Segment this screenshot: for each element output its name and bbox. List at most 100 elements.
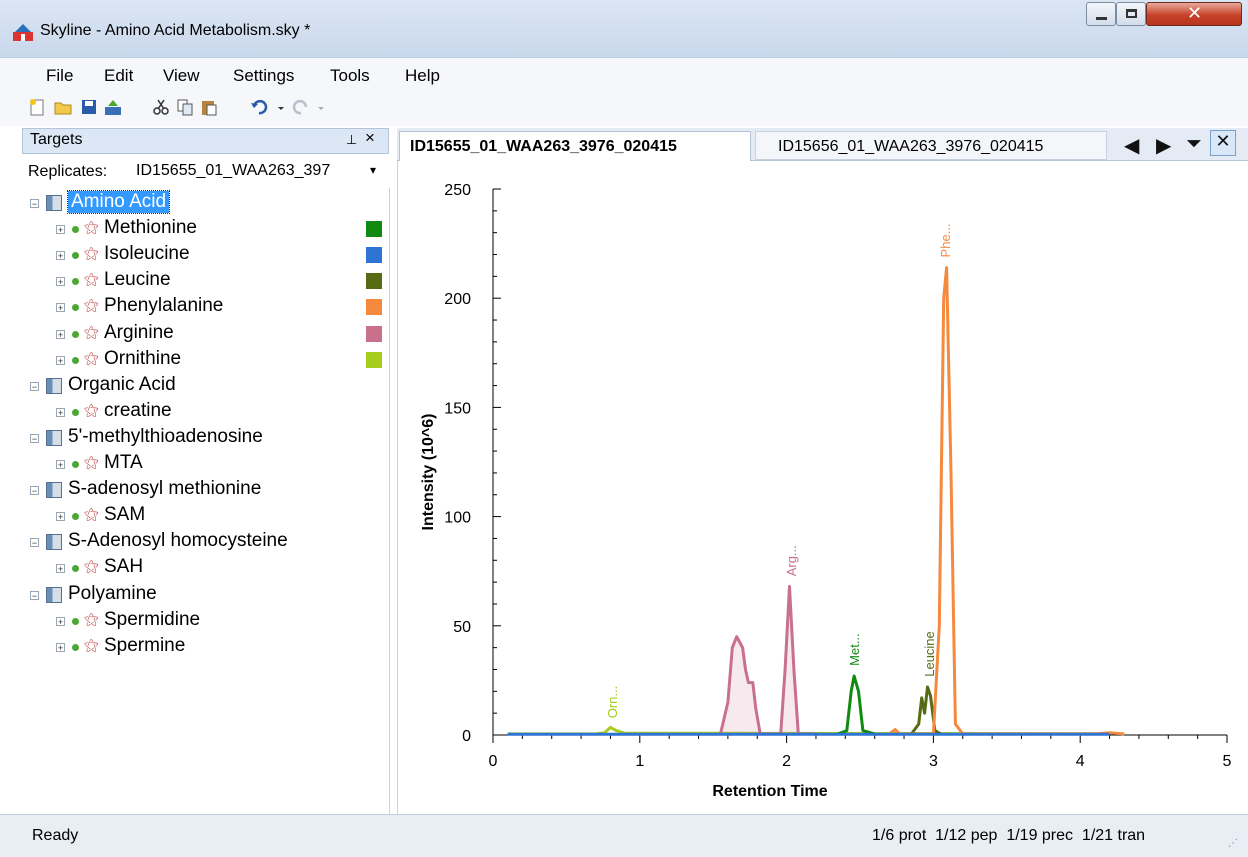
tree-molecule-node[interactable]: + ⚝ Phenylalanine xyxy=(22,294,382,320)
expand-icon[interactable]: + xyxy=(56,355,65,366)
menu-view[interactable]: View xyxy=(163,66,200,85)
expand-icon[interactable]: + xyxy=(56,407,65,418)
molecule-group-icon xyxy=(46,377,62,394)
molecule-icon: ⚝ xyxy=(84,558,99,576)
tree-molecule-node[interactable]: + ⚝ Arginine xyxy=(22,321,382,347)
chromatogram-chart: 0 50 100 150 200 250 0 1 2 3 4 5 Retention Time Inten… xyxy=(420,182,1232,800)
color-swatch xyxy=(366,273,382,290)
molecule-icon: ⚝ xyxy=(84,245,99,263)
redo-dropdown-icon xyxy=(316,98,326,116)
series-line xyxy=(837,674,876,736)
tree-group-node[interactable]: − Polyamine xyxy=(22,582,382,608)
menu-help[interactable]: Help xyxy=(405,66,440,85)
replicates-dropdown[interactable]: ID15655_01_WAA263_397 ▾ xyxy=(132,160,384,186)
pane-close-icon[interactable]: × xyxy=(365,128,375,147)
expand-icon[interactable]: + xyxy=(56,251,65,262)
expand-icon[interactable]: + xyxy=(56,512,65,523)
peak-label: Arg... xyxy=(784,545,799,576)
collapse-icon[interactable]: − xyxy=(30,199,39,209)
series-fill xyxy=(720,586,816,735)
expand-icon[interactable]: + xyxy=(56,564,65,575)
new-icon[interactable] xyxy=(28,98,46,116)
copy-icon[interactable] xyxy=(176,98,194,116)
tree-molecule-node[interactable]: + ⚝ SAM xyxy=(22,503,382,529)
y-tick-label: 50 xyxy=(453,619,471,636)
y-tick-label: 0 xyxy=(462,728,471,745)
tree-molecule-node[interactable]: + ⚝ Spermidine xyxy=(22,608,382,634)
close-button[interactable]: ✕ xyxy=(1146,2,1242,26)
expand-icon[interactable]: + xyxy=(56,616,65,627)
menu-edit[interactable]: Edit xyxy=(104,66,134,85)
tab-list-icon[interactable]: ⏷ xyxy=(1186,133,1202,155)
tree-node-label: SAH xyxy=(104,556,144,578)
tab-scroll-left-icon[interactable]: ◀ xyxy=(1124,135,1140,157)
menu-settings[interactable]: Settings xyxy=(233,66,295,85)
save-icon[interactable] xyxy=(80,98,98,116)
expand-icon[interactable]: + xyxy=(56,303,65,314)
tree-node-label: S-Adenosyl homocysteine xyxy=(68,530,288,552)
tree-node-label: SAM xyxy=(104,504,146,526)
tree-molecule-node[interactable]: + ⚝ creatine xyxy=(22,399,382,425)
tree-group-node[interactable]: − S-adenosyl methionine xyxy=(22,477,382,503)
menu-file[interactable]: File xyxy=(46,66,74,85)
expand-icon[interactable]: + xyxy=(56,460,65,470)
pin-icon[interactable]: ⊥ xyxy=(346,132,358,147)
maximize-button[interactable] xyxy=(1116,2,1146,26)
x-tick-label: 2 xyxy=(782,753,791,770)
collapse-icon[interactable]: − xyxy=(30,381,39,392)
status-dot-icon xyxy=(72,356,79,364)
status-counts: 1/6 prot 1/12 pep 1/19 prec 1/21 tran xyxy=(872,827,1146,844)
undo-icon[interactable] xyxy=(250,98,268,116)
molecule-icon: ⚝ xyxy=(84,454,99,471)
resize-grip-icon[interactable]: ⋰ xyxy=(1228,838,1238,849)
collapse-icon[interactable]: − xyxy=(30,590,39,601)
expand-icon[interactable]: + xyxy=(56,642,65,653)
status-dot-icon xyxy=(72,278,79,286)
cut-icon[interactable] xyxy=(152,98,170,116)
molecule-group-icon xyxy=(46,429,62,446)
tree-molecule-node[interactable]: + ⚝ Ornithine xyxy=(22,347,382,373)
status-dot-icon xyxy=(72,226,79,234)
chromatogram-graph[interactable]: 0 50 100 150 200 250 0 1 2 3 4 5 Retention Time Inten… xyxy=(397,161,1248,814)
tree-node-label: Ornithine xyxy=(104,347,182,369)
tree-node-label: Arginine xyxy=(104,321,174,343)
tab-replicate-2[interactable]: ID15656_01_WAA263_3976_020415 xyxy=(755,131,1107,160)
tree-molecule-node[interactable]: + ⚝ Spermine xyxy=(22,634,382,660)
tree-molecule-node[interactable]: + ⚝ Methionine xyxy=(22,216,382,242)
undo-dropdown-icon[interactable] xyxy=(276,98,286,116)
open-icon[interactable] xyxy=(54,98,72,116)
tree-group-node[interactable]: − Amino Acid xyxy=(22,190,382,216)
molecule-icon: ⚝ xyxy=(84,506,99,524)
tree-molecule-node[interactable]: + ⚝ MTA xyxy=(22,451,382,477)
close-graph-icon[interactable]: ✕ xyxy=(1210,130,1236,156)
tree-group-node[interactable]: − S-Adenosyl homocysteine xyxy=(22,529,382,555)
status-dot-icon xyxy=(72,565,79,573)
import-icon[interactable] xyxy=(104,98,122,116)
tab-replicate-1[interactable]: ID15655_01_WAA263_3976_020415 xyxy=(399,131,751,161)
expand-icon[interactable]: + xyxy=(56,277,65,288)
status-bar xyxy=(0,814,1248,857)
collapse-icon[interactable]: − xyxy=(30,433,39,444)
tree-node-label: Organic Acid xyxy=(68,373,176,395)
status-text: Ready xyxy=(32,827,79,844)
tree-molecule-node[interactable]: + ⚝ Isoleucine xyxy=(22,242,382,268)
tree-group-node[interactable]: − 5'-methylthioadenosine xyxy=(22,425,382,451)
tab-scroll-right-icon[interactable]: ▶ xyxy=(1156,135,1172,157)
collapse-icon[interactable]: − xyxy=(30,538,39,549)
tree-node-label: Amino Acid xyxy=(66,190,171,214)
expand-icon[interactable]: + xyxy=(56,329,65,340)
menu-tools[interactable]: Tools xyxy=(330,66,370,85)
tree-molecule-node[interactable]: + ⚝ Leucine xyxy=(22,268,382,294)
color-swatch xyxy=(366,221,382,238)
expand-icon[interactable]: + xyxy=(56,225,65,236)
tree-molecule-node[interactable]: + ⚝ SAH xyxy=(22,555,382,581)
peak-label: Leucine xyxy=(922,631,937,677)
tree-node-label: Spermine xyxy=(104,634,186,656)
paste-icon[interactable] xyxy=(200,98,218,116)
collapse-icon[interactable]: − xyxy=(30,486,39,497)
minimize-button[interactable] xyxy=(1086,2,1116,26)
tree-group-node[interactable]: − Organic Acid xyxy=(22,373,382,399)
targets-tree[interactable]: − Amino Acid + ⚝ Methionine + ⚝ Isoleucine + ⚝ Leu… xyxy=(22,188,390,814)
menu-bar xyxy=(0,58,1248,92)
x-tick-label: 1 xyxy=(635,753,644,770)
